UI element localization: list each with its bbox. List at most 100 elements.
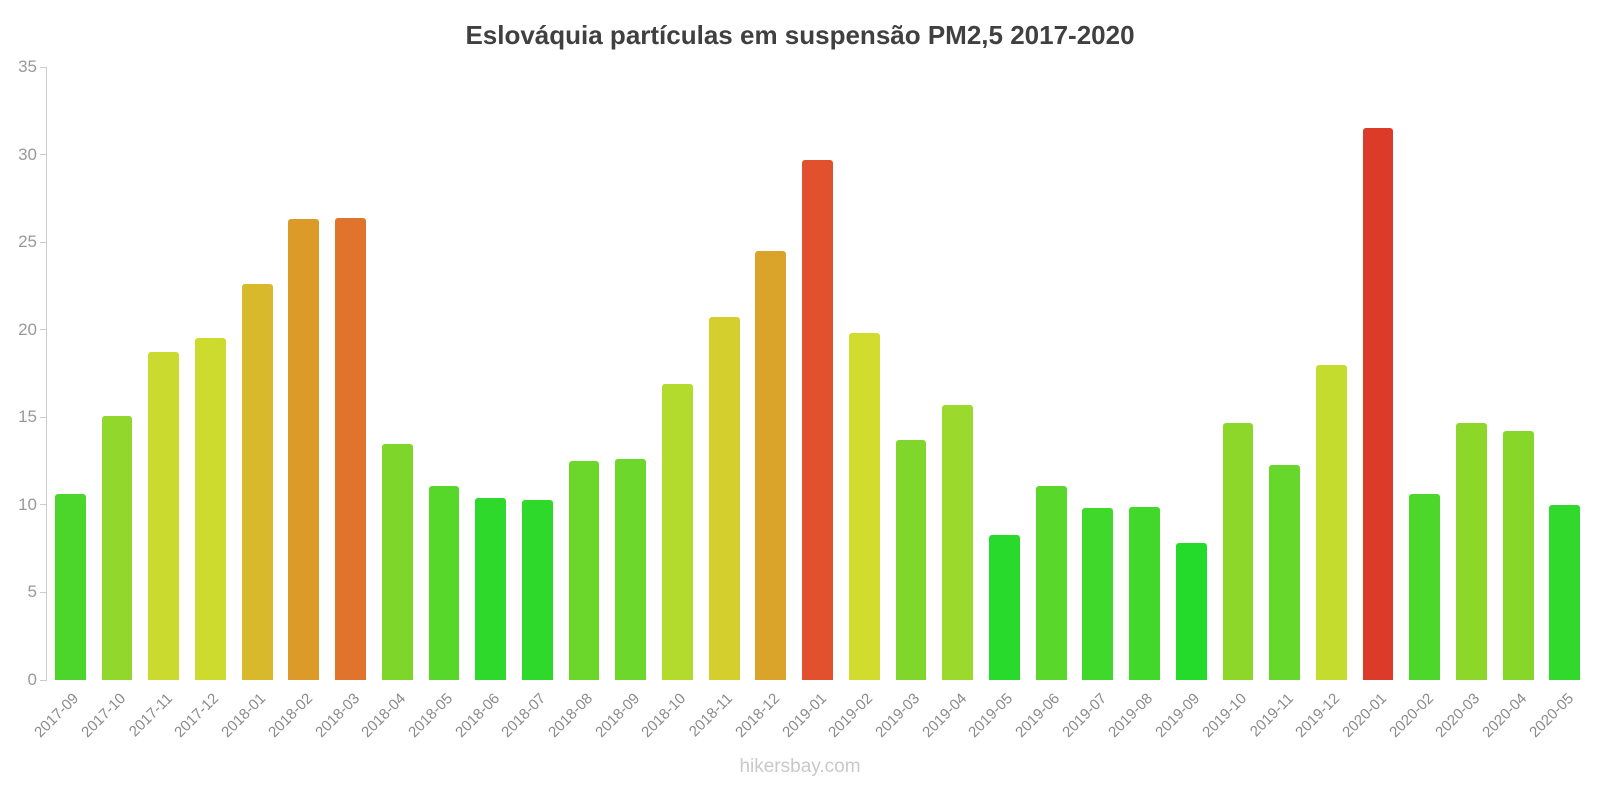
y-tick-label: 5 xyxy=(27,582,37,602)
bar-slot-2020-05: 2020-05 xyxy=(1526,67,1589,741)
x-tick-label: 2019-02 xyxy=(825,690,877,741)
x-tick-label: 2017-11 xyxy=(125,690,176,741)
y-tick-label: 15 xyxy=(18,407,37,427)
x-tick-label: 2019-03 xyxy=(872,690,924,741)
bar-slot-2020-01: 2020-01 xyxy=(1339,67,1402,741)
x-tick-label: 2018-01 xyxy=(218,690,270,741)
x-tick-label: 2018-03 xyxy=(311,690,363,741)
bar-2017-10[interactable] xyxy=(101,415,133,680)
y-tick-mark xyxy=(40,154,47,156)
bar-2019-09[interactable] xyxy=(1175,543,1207,680)
y-tick-label: 20 xyxy=(18,319,37,339)
bar-2019-05[interactable] xyxy=(989,534,1020,680)
bar-2018-08[interactable] xyxy=(568,461,600,680)
bar-2020-01[interactable] xyxy=(1362,128,1394,680)
y-tick-mark xyxy=(40,241,47,243)
x-tick-label: 2020-05 xyxy=(1525,690,1577,741)
watermark-text: hikersbay.com xyxy=(739,756,861,777)
bar-slot-2018-03: 2018-03 xyxy=(312,67,374,741)
bar-slot-2018-12: 2018-12 xyxy=(732,67,795,741)
bar-2020-02[interactable] xyxy=(1409,494,1441,680)
bar-slot-2018-09: 2018-09 xyxy=(592,67,654,741)
bar-slot-2017-09: 2017-09 xyxy=(31,67,94,741)
bar-slot-2018-05: 2018-05 xyxy=(405,67,468,741)
bar-2019-12[interactable] xyxy=(1315,364,1347,680)
bar-2017-12[interactable] xyxy=(195,338,226,680)
x-tick-label: 2018-10 xyxy=(638,690,690,741)
x-tick-label: 2018-02 xyxy=(264,690,316,741)
y-tick-label: 30 xyxy=(18,144,37,164)
bar-2020-05[interactable] xyxy=(1549,504,1581,680)
bar-2017-11[interactable] xyxy=(148,352,180,680)
bar-slot-2019-03: 2019-03 xyxy=(872,67,935,741)
y-tick-mark xyxy=(40,416,47,418)
bar-slot-2020-02: 2020-02 xyxy=(1386,67,1448,741)
bar-2019-11[interactable] xyxy=(1269,464,1301,680)
bar-slot-2019-09: 2019-09 xyxy=(1152,67,1215,741)
x-tick-label: 2019-10 xyxy=(1199,690,1250,741)
bar-2020-04[interactable] xyxy=(1502,431,1534,680)
bar-2018-07[interactable] xyxy=(521,499,553,680)
bar-slot-2019-05: 2019-05 xyxy=(965,67,1028,741)
plot-area: 0 5 10 15 20 25 30 35 2017-09 2017-10 2017-11 2017… xyxy=(18,58,1589,741)
x-tick-label: 2018-05 xyxy=(405,690,457,741)
bar-slot-2018-04: 2018-04 xyxy=(358,67,421,741)
bar-slot-2018-02: 2018-02 xyxy=(265,67,328,741)
x-tick-label: 2020-03 xyxy=(1432,690,1484,741)
bar-slot-2019-01: 2019-01 xyxy=(779,67,841,741)
x-tick-label: 2017-12 xyxy=(171,690,223,741)
x-tick-label: 2018-07 xyxy=(498,690,550,741)
bar-slot-2018-01: 2018-01 xyxy=(218,67,281,741)
x-tick-label: 2018-08 xyxy=(545,690,597,741)
bar-2017-09[interactable] xyxy=(54,494,86,680)
x-tick-label: 2018-04 xyxy=(358,690,410,741)
bar-series: 2017-09 2017-10 2017-11 2017-12 2018-01 2018-… xyxy=(31,67,1589,741)
bar-slot-2017-12: 2017-12 xyxy=(172,67,234,741)
bar-2018-06[interactable] xyxy=(475,497,507,680)
bar-2018-04[interactable] xyxy=(381,443,413,680)
bar-2019-02[interactable] xyxy=(848,333,880,680)
bar-slot-2019-11: 2019-11 xyxy=(1247,67,1308,740)
bar-2019-01[interactable] xyxy=(802,159,833,680)
bar-2020-03[interactable] xyxy=(1456,422,1487,680)
bar-slot-2017-11: 2017-11 xyxy=(126,67,187,740)
bar-slot-2018-07: 2018-07 xyxy=(498,67,561,741)
x-tick-label: 2019-08 xyxy=(1105,690,1157,741)
bar-slot-2020-03: 2020-03 xyxy=(1433,67,1495,741)
bar-slot-2019-06: 2019-06 xyxy=(1012,67,1075,741)
x-tick-label: 2017-09 xyxy=(31,690,83,741)
bar-slot-2018-10: 2018-10 xyxy=(639,67,701,741)
bar-slot-2019-04: 2019-04 xyxy=(919,67,981,741)
bar-2018-03[interactable] xyxy=(335,217,366,680)
bar-2019-03[interactable] xyxy=(895,440,927,680)
x-tick-label: 2019-01 xyxy=(778,690,830,741)
x-tick-label: 2017-10 xyxy=(78,690,130,741)
bar-slot-2019-12: 2019-12 xyxy=(1292,67,1355,741)
x-tick-label: 2018-06 xyxy=(451,690,503,741)
bar-slot-2019-07: 2019-07 xyxy=(1059,67,1121,741)
y-tick-mark xyxy=(40,329,47,331)
bar-slot-2019-08: 2019-08 xyxy=(1106,67,1168,741)
bar-2019-04[interactable] xyxy=(942,405,974,680)
bar-2019-07[interactable] xyxy=(1082,508,1114,680)
bar-slot-2018-08: 2018-08 xyxy=(545,67,608,741)
y-tick-mark xyxy=(40,504,47,506)
x-tick-label: 2018-12 xyxy=(731,690,783,741)
x-tick-label: 2020-04 xyxy=(1479,690,1531,741)
x-tick-label: 2020-02 xyxy=(1385,690,1437,741)
bar-slot-2019-02: 2019-02 xyxy=(825,67,888,741)
bar-2019-10[interactable] xyxy=(1222,422,1254,680)
y-tick-label: 35 xyxy=(18,57,37,76)
bar-2019-06[interactable] xyxy=(1035,485,1067,680)
x-tick-label: 2019-11 xyxy=(1246,690,1297,741)
bar-2018-02[interactable] xyxy=(288,219,320,680)
bar-2018-10[interactable] xyxy=(662,384,693,680)
bar-2018-05[interactable] xyxy=(428,485,460,680)
bar-2018-09[interactable] xyxy=(615,459,647,680)
bar-2018-11[interactable] xyxy=(708,317,740,680)
x-tick-label: 2019-05 xyxy=(965,690,1017,741)
bar-2019-08[interactable] xyxy=(1129,506,1160,680)
x-tick-label: 2019-12 xyxy=(1292,690,1344,741)
bar-2018-12[interactable] xyxy=(755,250,787,680)
bar-2018-01[interactable] xyxy=(241,284,273,680)
